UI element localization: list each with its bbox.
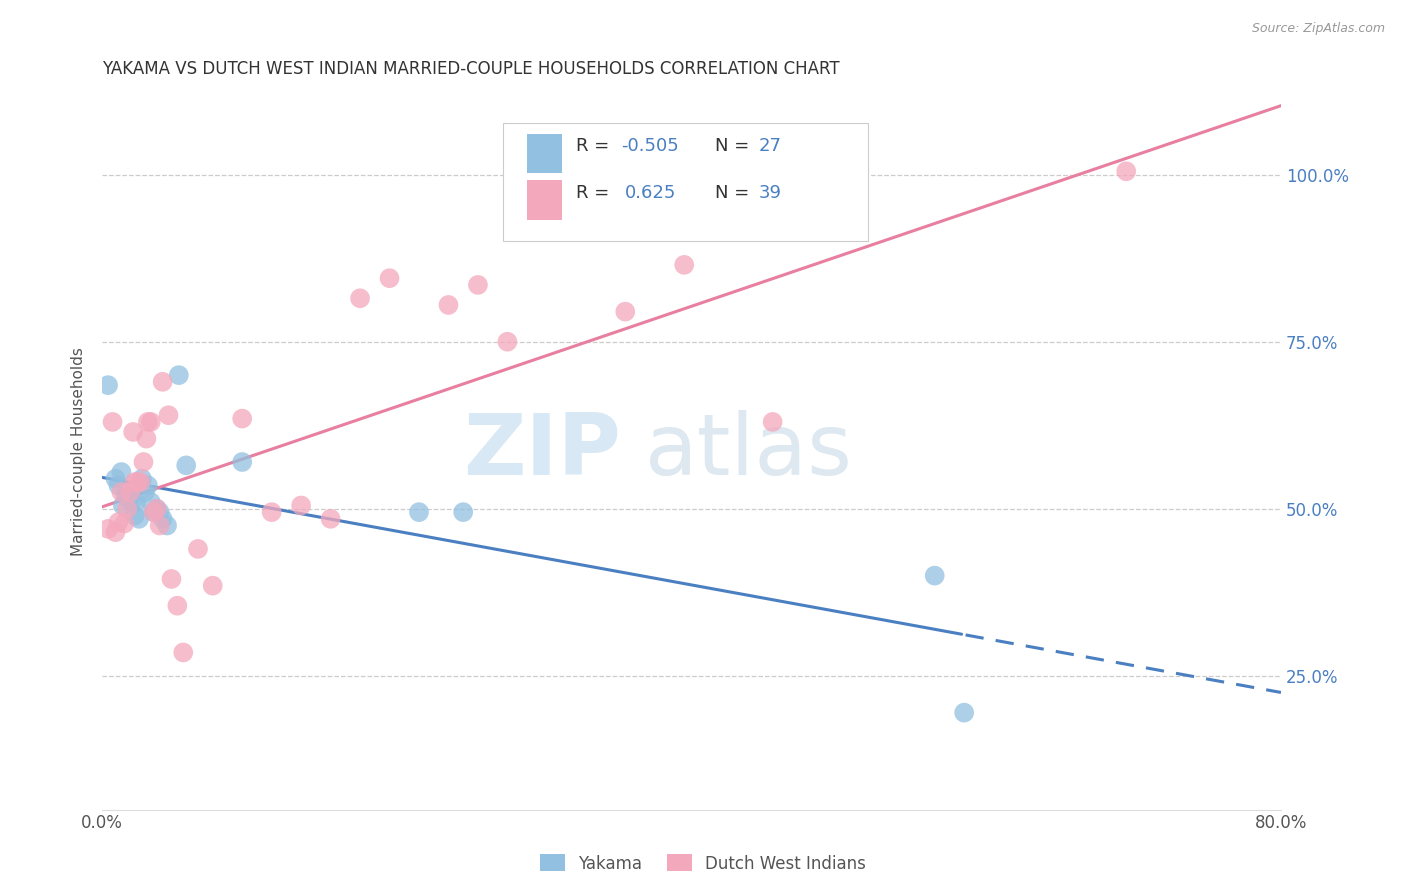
Point	[110, 485, 132, 500]
Point	[231, 455, 253, 469]
Point	[408, 505, 430, 519]
Point	[231, 411, 253, 425]
Text: atlas: atlas	[644, 410, 852, 493]
Point	[121, 495, 143, 509]
Point	[97, 378, 120, 392]
Point	[132, 455, 155, 469]
Point	[953, 706, 976, 720]
Point	[172, 645, 194, 659]
Text: N =: N =	[716, 137, 755, 155]
Point	[128, 512, 150, 526]
FancyBboxPatch shape	[503, 123, 869, 241]
Point	[201, 579, 224, 593]
Point	[114, 488, 136, 502]
Point	[131, 472, 153, 486]
Point	[142, 505, 165, 519]
Text: N =: N =	[716, 184, 755, 202]
Text: 0.625: 0.625	[624, 184, 676, 202]
Point	[124, 475, 146, 489]
Point	[174, 458, 197, 473]
Point	[378, 271, 401, 285]
Point	[136, 478, 159, 492]
Text: Source: ZipAtlas.com: Source: ZipAtlas.com	[1251, 22, 1385, 36]
Point	[166, 599, 188, 613]
Point	[157, 409, 180, 423]
Point	[118, 491, 141, 506]
Point	[451, 505, 474, 519]
Point	[614, 304, 637, 318]
Y-axis label: Married-couple Households: Married-couple Households	[72, 348, 86, 557]
Point	[110, 465, 132, 479]
Point	[125, 495, 148, 509]
Point	[290, 499, 312, 513]
Point	[112, 516, 135, 531]
Point	[142, 505, 165, 519]
Point	[145, 501, 167, 516]
Legend: Yakama, Dutch West Indians: Yakama, Dutch West Indians	[533, 847, 873, 880]
Point	[762, 415, 785, 429]
Text: 27: 27	[759, 137, 782, 155]
Point	[260, 505, 283, 519]
Point	[111, 499, 134, 513]
Point	[107, 478, 129, 492]
Text: R =: R =	[576, 137, 614, 155]
Point	[187, 541, 209, 556]
Point	[673, 258, 696, 272]
Point	[117, 501, 139, 516]
Point	[122, 425, 145, 439]
Point	[1115, 164, 1137, 178]
Point	[924, 568, 946, 582]
Text: YAKAMA VS DUTCH WEST INDIAN MARRIED-COUPLE HOUSEHOLDS CORRELATION CHART: YAKAMA VS DUTCH WEST INDIAN MARRIED-COUP…	[103, 60, 839, 78]
Point	[120, 485, 142, 500]
Point	[145, 501, 167, 516]
Point	[319, 512, 342, 526]
FancyBboxPatch shape	[527, 180, 562, 219]
Point	[139, 415, 162, 429]
Point	[135, 432, 157, 446]
Point	[104, 525, 127, 540]
Point	[167, 368, 190, 383]
Point	[134, 485, 156, 500]
Text: ZIP: ZIP	[463, 410, 621, 493]
Text: 39: 39	[759, 184, 782, 202]
Point	[467, 277, 489, 292]
Point	[160, 572, 183, 586]
Point	[437, 298, 460, 312]
Point	[129, 475, 152, 489]
Point	[107, 515, 129, 529]
Point	[124, 508, 146, 523]
Point	[127, 475, 149, 489]
Point	[156, 518, 179, 533]
Text: R =: R =	[576, 184, 614, 202]
Point	[136, 415, 159, 429]
Text: -0.505: -0.505	[621, 137, 679, 155]
Point	[152, 375, 174, 389]
Point	[496, 334, 519, 349]
Point	[149, 505, 172, 519]
Point	[349, 291, 371, 305]
Point	[104, 472, 127, 486]
Point	[149, 518, 172, 533]
Point	[139, 495, 162, 509]
Point	[97, 522, 120, 536]
Point	[152, 512, 174, 526]
Point	[101, 415, 124, 429]
FancyBboxPatch shape	[527, 134, 562, 173]
